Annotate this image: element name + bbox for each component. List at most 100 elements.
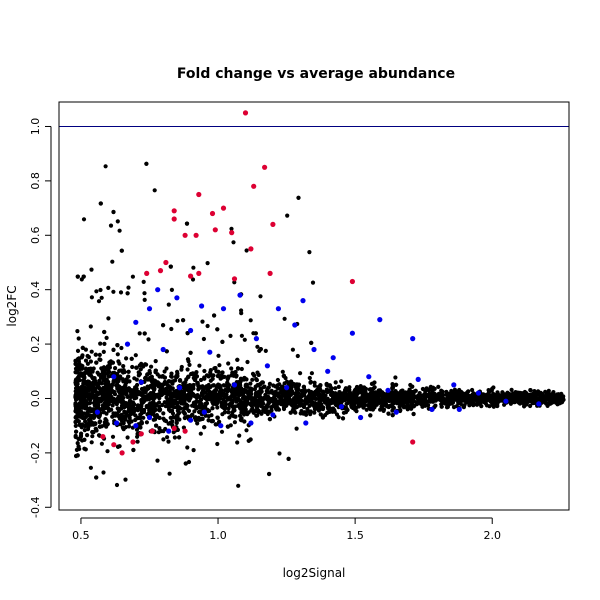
- background-point: [168, 385, 173, 390]
- background-point: [133, 353, 138, 358]
- y-tick-label: -0.2: [29, 442, 42, 463]
- background-point: [532, 395, 538, 400]
- background-point: [267, 471, 272, 477]
- background-point: [175, 369, 180, 374]
- data-point: [171, 425, 177, 431]
- background-point: [277, 451, 282, 456]
- background-point: [226, 361, 231, 366]
- background-point: [85, 361, 90, 366]
- background-point: [81, 217, 87, 222]
- background-point: [235, 440, 240, 445]
- background-point: [461, 391, 466, 396]
- data-point: [385, 387, 391, 393]
- background-point: [198, 431, 203, 436]
- background-point: [306, 388, 311, 393]
- background-point: [85, 353, 90, 359]
- background-point: [177, 378, 183, 383]
- background-point: [363, 393, 368, 398]
- background-point: [105, 364, 111, 369]
- background-point: [470, 387, 475, 393]
- background-point: [320, 415, 325, 420]
- background-point: [184, 221, 190, 226]
- background-point: [111, 209, 116, 215]
- background-point: [517, 401, 523, 406]
- background-point: [80, 400, 85, 405]
- background-point: [101, 390, 106, 395]
- background-point: [219, 429, 225, 434]
- background-point: [137, 405, 142, 410]
- background-point: [146, 337, 151, 342]
- background-point: [200, 416, 205, 421]
- background-point: [308, 395, 313, 400]
- background-point: [88, 324, 93, 329]
- background-point: [194, 370, 199, 375]
- background-point: [121, 364, 126, 369]
- background-point: [461, 394, 466, 400]
- background-point: [169, 374, 174, 379]
- background-point: [227, 415, 232, 420]
- background-point: [217, 419, 222, 424]
- background-point: [271, 391, 276, 396]
- background-point: [156, 394, 161, 399]
- background-point: [76, 436, 81, 442]
- background-point: [285, 213, 290, 218]
- background-point: [75, 379, 80, 385]
- background-point: [75, 441, 80, 446]
- data-point: [182, 428, 188, 434]
- data-point: [133, 319, 139, 325]
- background-point: [195, 380, 200, 386]
- y-tick-label: 1.0: [29, 118, 42, 136]
- background-point: [141, 279, 146, 284]
- background-point: [75, 329, 80, 334]
- background-point: [298, 411, 303, 416]
- background-point: [130, 406, 135, 411]
- background-point: [390, 413, 395, 418]
- background-point: [168, 264, 173, 269]
- background-point: [86, 423, 91, 428]
- background-point: [396, 395, 401, 400]
- background-point: [101, 378, 106, 383]
- background-point: [123, 425, 128, 430]
- background-point: [167, 471, 172, 476]
- y-tick-label: 0.4: [29, 281, 42, 299]
- background-point: [255, 344, 260, 349]
- background-point: [184, 402, 189, 407]
- background-point: [262, 384, 267, 389]
- background-point: [101, 470, 106, 475]
- background-point: [179, 367, 184, 372]
- background-point: [399, 399, 404, 405]
- background-point: [99, 441, 104, 446]
- background-point: [254, 413, 259, 418]
- background-point: [275, 377, 280, 383]
- background-point: [99, 295, 104, 300]
- background-point: [141, 415, 146, 420]
- background-point: [190, 371, 195, 376]
- background-point: [166, 302, 171, 307]
- background-point: [165, 402, 170, 407]
- background-point: [137, 371, 142, 377]
- background-point: [245, 359, 250, 365]
- background-point: [88, 397, 93, 402]
- background-point: [312, 380, 317, 385]
- background-point: [290, 347, 295, 352]
- background-point: [126, 419, 131, 424]
- background-point: [269, 408, 274, 413]
- background-point: [161, 323, 166, 328]
- background-point: [327, 383, 332, 388]
- background-point: [91, 415, 96, 420]
- background-point: [280, 369, 285, 374]
- data-point: [209, 210, 216, 217]
- background-point: [74, 397, 79, 402]
- background-point: [126, 369, 131, 374]
- background-point: [267, 381, 272, 386]
- data-point: [220, 205, 227, 211]
- background-point: [358, 384, 363, 389]
- background-point: [182, 399, 187, 404]
- background-point: [317, 396, 322, 401]
- background-point: [489, 388, 494, 393]
- background-point: [460, 398, 465, 403]
- background-point: [250, 396, 255, 401]
- background-point: [144, 420, 149, 425]
- background-point: [175, 395, 180, 401]
- background-point: [433, 403, 438, 408]
